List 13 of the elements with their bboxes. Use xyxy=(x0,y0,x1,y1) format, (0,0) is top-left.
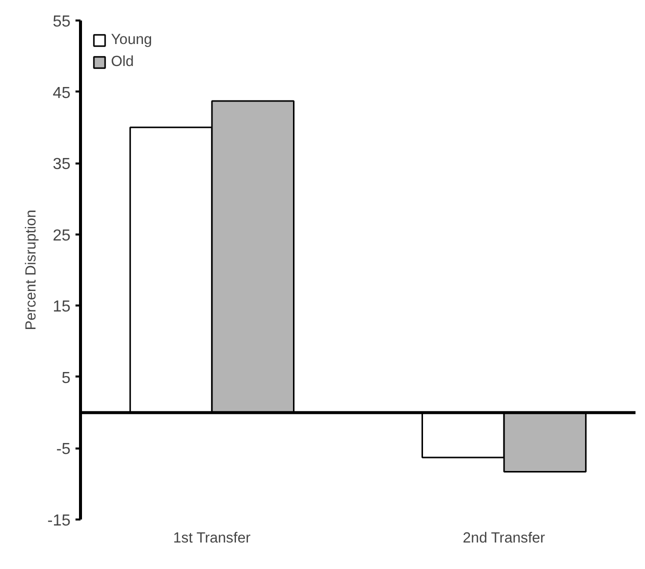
y-tick-label: 15 xyxy=(52,298,71,316)
legend-label: Young xyxy=(111,32,152,48)
y-axis-title: Percent Disruption xyxy=(23,210,40,330)
y-tick-label: -15 xyxy=(47,512,71,530)
y-tick-label: 25 xyxy=(52,227,71,244)
y-tick-label: -5 xyxy=(56,441,71,458)
legend-label: Old xyxy=(111,54,134,70)
x-tick-label: 2nd Transfer xyxy=(462,530,546,546)
x-tick-label: 1st Transfer xyxy=(173,530,251,546)
y-tick-label: 55 xyxy=(52,14,71,30)
y-tick-label: 5 xyxy=(62,370,71,387)
y-tick-label: 35 xyxy=(52,156,71,174)
y-tick-label: 45 xyxy=(52,84,71,102)
